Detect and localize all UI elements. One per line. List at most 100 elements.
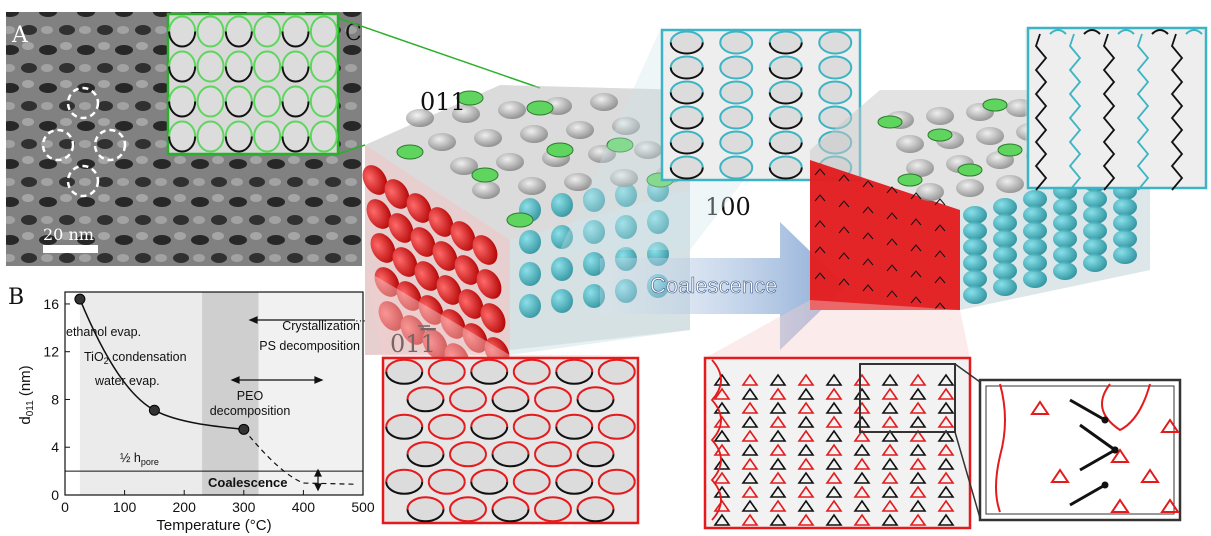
pore-rim xyxy=(669,117,704,130)
inset-green xyxy=(166,12,340,156)
zigzag-tri xyxy=(797,457,815,470)
pore-rim xyxy=(427,468,466,482)
annotation-ps: PS decomposition xyxy=(259,339,360,353)
cyan-column-pore xyxy=(963,286,987,304)
pore-rim xyxy=(224,101,253,118)
grey-pore xyxy=(896,135,924,153)
pore-rim xyxy=(555,371,594,385)
pore-rim xyxy=(253,101,282,118)
cyan-column-pore xyxy=(1083,254,1107,272)
grey-pore xyxy=(518,177,546,195)
pore-rim xyxy=(168,101,197,118)
pore-rim xyxy=(253,31,282,48)
pore-rim xyxy=(224,136,253,153)
zigzag-tri xyxy=(881,485,899,498)
pore-rim xyxy=(309,31,338,48)
panel-label-b: B xyxy=(8,285,24,310)
red-pore xyxy=(392,247,418,277)
pore-rim xyxy=(168,31,197,48)
pore-rim xyxy=(168,136,197,153)
zigzag-tri xyxy=(909,373,927,386)
pore-rim xyxy=(281,15,310,32)
red-face-mark xyxy=(886,290,898,298)
pore-rim xyxy=(512,371,551,385)
pore-rim xyxy=(669,155,704,168)
pore-rim xyxy=(512,468,551,482)
cyan-column-pore xyxy=(1053,230,1077,248)
zigzag-tri xyxy=(713,513,731,526)
zigzag-tri xyxy=(853,373,871,386)
pore-rim xyxy=(449,399,487,413)
grey-pore xyxy=(612,117,640,135)
column-cap xyxy=(1049,29,1067,35)
pore-rim xyxy=(449,509,487,523)
pore-rim xyxy=(768,92,803,105)
pore-rim xyxy=(576,509,615,523)
red-face-mark xyxy=(862,258,874,266)
chart-arrows xyxy=(230,316,355,492)
x-tick-label-1: 100 xyxy=(113,499,137,515)
pore-rim xyxy=(534,509,572,523)
y-tick-label-0: 0 xyxy=(51,487,59,503)
pore-rim xyxy=(719,67,754,80)
annotation-ethanol: ethanol evap. xyxy=(66,325,141,339)
grey-pore xyxy=(906,159,934,177)
zigzag-tri xyxy=(825,415,843,428)
pore-rim xyxy=(719,55,754,68)
zigzag-tri xyxy=(881,373,899,386)
pore-rim xyxy=(196,85,225,102)
cyan-pore xyxy=(647,210,669,234)
cyan-pore xyxy=(583,252,605,276)
panel-label-a: A xyxy=(11,23,29,48)
red-face-mark xyxy=(814,168,826,176)
zigzag-tri xyxy=(713,373,731,386)
zigzag-tri xyxy=(797,401,815,414)
green-pore xyxy=(471,167,499,183)
column-cap xyxy=(1185,29,1203,35)
pore-rim xyxy=(427,426,466,440)
cyan-column-pore xyxy=(993,198,1017,216)
pore-rim xyxy=(491,454,530,468)
zigzag-tri xyxy=(713,387,731,400)
grey-pore xyxy=(588,145,616,163)
pore-rim xyxy=(253,50,282,67)
pore-rim xyxy=(196,120,225,137)
grey-pore xyxy=(634,141,662,159)
pore-rim xyxy=(168,85,197,102)
pore-rim xyxy=(406,399,445,413)
zigzag-tri xyxy=(881,401,899,414)
zigzag-tri xyxy=(769,415,787,428)
green-pore xyxy=(456,90,484,106)
zigzag-tri xyxy=(881,415,899,428)
red-face-mark xyxy=(934,276,946,284)
zigzag-column xyxy=(1068,33,1082,191)
annotation-peo-1: PEO xyxy=(237,389,264,403)
red-pore xyxy=(378,301,404,331)
zigzag-tri xyxy=(825,499,843,512)
zigzag-tri xyxy=(825,387,843,400)
pore-rim xyxy=(449,386,487,400)
green-pore xyxy=(877,115,903,129)
pore-rim xyxy=(449,441,487,455)
cyan-pore xyxy=(583,284,605,308)
zigzag-tri xyxy=(769,513,787,526)
column-cap xyxy=(1117,29,1135,35)
pore-rim xyxy=(253,15,282,32)
zigzag-tri xyxy=(769,401,787,414)
red-face-mark xyxy=(886,264,898,272)
pore-rim xyxy=(669,130,704,143)
green-pore xyxy=(927,128,953,142)
pore-rim xyxy=(818,105,853,118)
pore-rim xyxy=(491,386,530,400)
red-pore xyxy=(458,289,484,319)
pore-rim xyxy=(768,80,803,93)
cyan-column-pore xyxy=(1053,246,1077,264)
zoom-tri xyxy=(1030,400,1050,415)
pore-rim xyxy=(168,66,197,83)
chart-points xyxy=(74,293,250,435)
green-pore xyxy=(957,163,983,177)
pore-rim xyxy=(669,80,704,93)
pore-rim xyxy=(309,50,338,67)
inset-green-pores xyxy=(168,15,338,153)
pore-rim xyxy=(385,468,424,482)
